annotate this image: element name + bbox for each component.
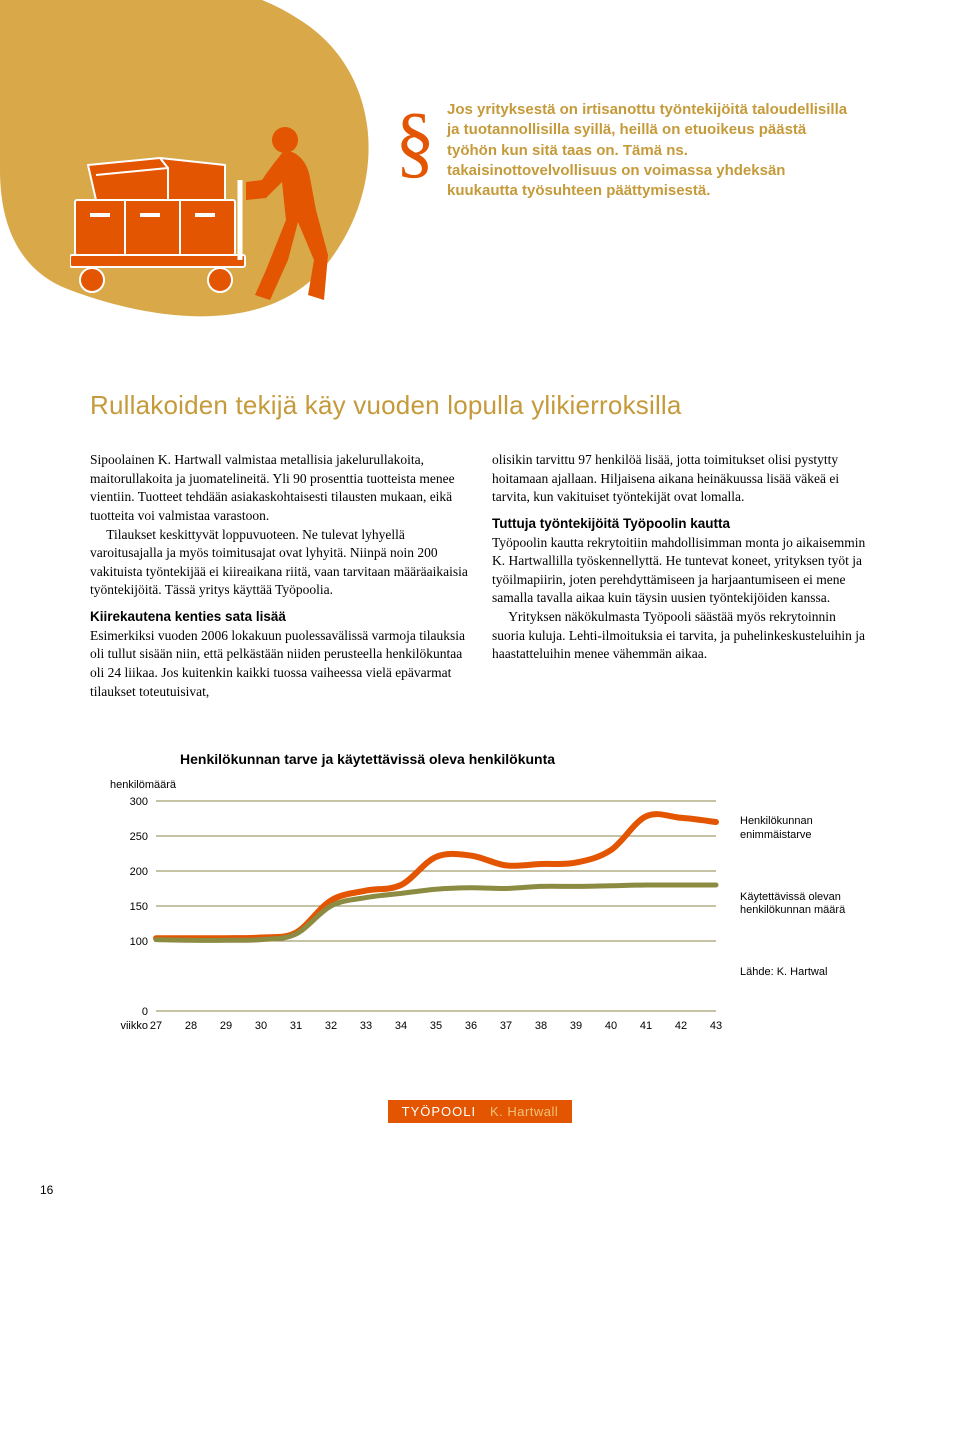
- chart-legend: Henkilökunnan enimmäistarve Käytettäviss…: [740, 795, 860, 980]
- svg-text:34: 34: [395, 1020, 407, 1032]
- svg-text:27: 27: [150, 1020, 162, 1032]
- svg-text:250: 250: [130, 831, 148, 843]
- svg-text:33: 33: [360, 1020, 372, 1032]
- paragraph: Sipoolainen K. Hartwall valmistaa metall…: [90, 451, 468, 526]
- paragraph: olisikin tarvittu 97 henkilöä lisää, jot…: [492, 451, 870, 507]
- paragraph: Esimerkiksi vuoden 2006 lokakuun puoless…: [90, 627, 468, 702]
- svg-text:37: 37: [500, 1020, 512, 1032]
- svg-text:100: 100: [130, 936, 148, 948]
- chart-section: Henkilökunnan tarve ja käytettävissä ole…: [110, 751, 890, 1040]
- paragraph: Tilaukset keskittyvät loppuvuoteen. Ne t…: [90, 526, 468, 601]
- svg-text:300: 300: [130, 796, 148, 808]
- svg-text:viikko: viikko: [120, 1020, 148, 1032]
- svg-text:28: 28: [185, 1020, 197, 1032]
- callout-box: § Jos yrityksestä on irtisanottu työntek…: [395, 100, 855, 201]
- chart-source: Lähde: K. Hartwal: [740, 966, 860, 980]
- footer-band: TYÖPOOLI K. Hartwall: [0, 1100, 960, 1123]
- footer-left-label: TYÖPOOLI: [402, 1104, 476, 1119]
- svg-text:200: 200: [130, 866, 148, 878]
- left-column: Sipoolainen K. Hartwall valmistaa metall…: [90, 451, 468, 701]
- paragraph: Yrityksen näkökulmasta Työpooli säästää …: [492, 608, 870, 664]
- chart-plot: 0 100 150 200 250 300 27 28 29 30 31 32 33 34 35 36 37 38…: [110, 795, 730, 1040]
- svg-text:150: 150: [130, 901, 148, 913]
- svg-text:40: 40: [605, 1020, 617, 1032]
- svg-text:43: 43: [710, 1020, 722, 1032]
- worker-cart-illustration: [70, 110, 350, 310]
- svg-text:35: 35: [430, 1020, 442, 1032]
- svg-text:36: 36: [465, 1020, 477, 1032]
- footer-right-label: K. Hartwall: [490, 1104, 558, 1119]
- footer-pill: TYÖPOOLI K. Hartwall: [388, 1100, 573, 1123]
- section-symbol-icon: §: [395, 118, 435, 166]
- svg-text:38: 38: [535, 1020, 547, 1032]
- article-body: Sipoolainen K. Hartwall valmistaa metall…: [0, 451, 960, 701]
- legend-max-demand: Henkilökunnan enimmäistarve: [740, 815, 860, 843]
- right-column: olisikin tarvittu 97 henkilöä lisää, jot…: [492, 451, 870, 701]
- svg-text:39: 39: [570, 1020, 582, 1032]
- subheading: Tuttuja työntekijöitä Työpoolin kautta: [492, 515, 870, 534]
- svg-text:29: 29: [220, 1020, 232, 1032]
- svg-text:31: 31: [290, 1020, 302, 1032]
- chart-y-axis-title: henkilömäärä: [110, 779, 890, 791]
- callout-text: Jos yrityksestä on irtisanottu työntekij…: [447, 100, 855, 201]
- svg-text:41: 41: [640, 1020, 652, 1032]
- svg-text:42: 42: [675, 1020, 687, 1032]
- legend-available: Käytettävissä olevan henkilökunnan määrä: [740, 891, 860, 919]
- chart-title: Henkilökunnan tarve ja käytettävissä ole…: [180, 751, 890, 767]
- svg-text:0: 0: [142, 1006, 148, 1018]
- svg-text:32: 32: [325, 1020, 337, 1032]
- paragraph: Työpoolin kautta rekrytoitiin mahdollisi…: [492, 534, 870, 609]
- hero: § Jos yrityksestä on irtisanottu työntek…: [0, 0, 960, 330]
- subheading: Kiirekautena kenties sata lisää: [90, 608, 468, 627]
- svg-text:30: 30: [255, 1020, 267, 1032]
- article-title: Rullakoiden tekijä käy vuoden lopulla yl…: [90, 390, 960, 421]
- page-number: 16: [40, 1183, 960, 1197]
